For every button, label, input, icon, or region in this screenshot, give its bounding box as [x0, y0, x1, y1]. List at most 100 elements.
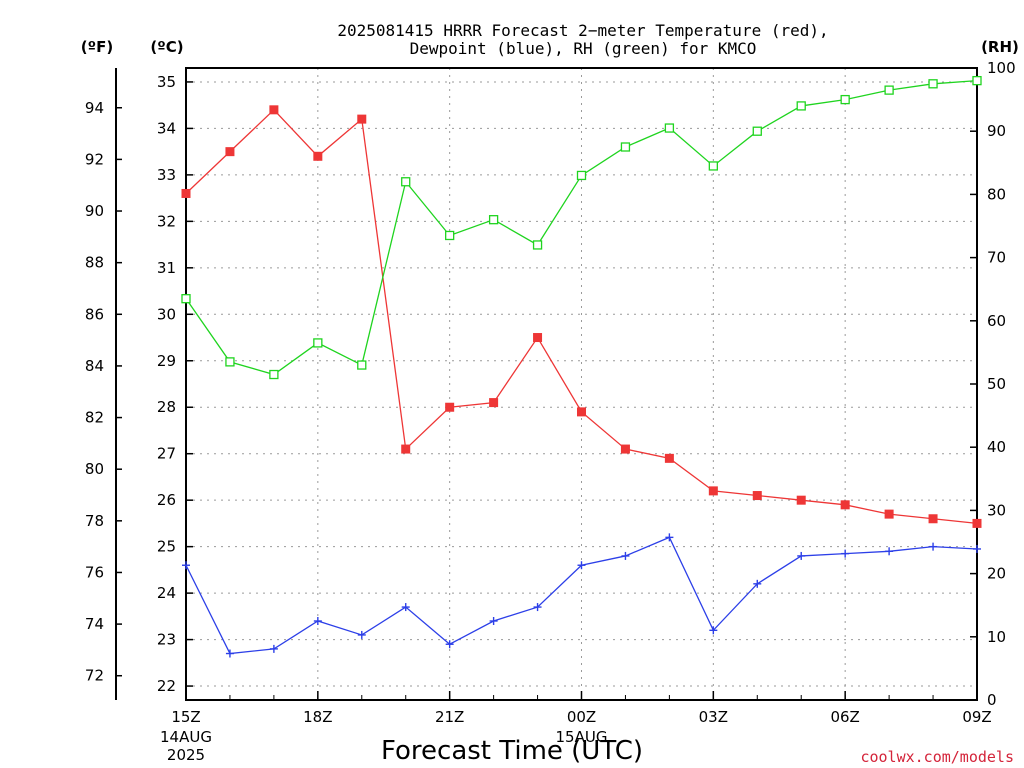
- fahrenheit-tick-label: 72: [85, 667, 104, 685]
- dewpoint-point: [753, 579, 762, 588]
- dewpoint-point: [665, 533, 674, 542]
- dewpoint-point: [182, 561, 190, 570]
- x-tick-label: 15Z: [171, 708, 200, 726]
- rh-point: [752, 126, 762, 136]
- dewpoint-point: [401, 603, 410, 612]
- temperature-point: [884, 509, 894, 519]
- rh-unit-label: (RH): [981, 38, 1019, 56]
- x-tick-sublabel: 14AUG: [160, 728, 212, 746]
- dewpoint-point: [577, 561, 586, 570]
- credit-text: coolwx.com/models: [860, 748, 1014, 766]
- x-tick-label: 06Z: [830, 708, 859, 726]
- dewpoint-point: [621, 551, 630, 560]
- rh-tick-label: 100: [987, 59, 1016, 77]
- temperature-point: [664, 453, 674, 463]
- series-layer: [181, 75, 982, 658]
- celsius-tick-label: 22: [157, 677, 176, 695]
- dewpoint-point: [533, 603, 542, 612]
- rh-point: [532, 240, 543, 250]
- celsius-tick-label: 23: [157, 631, 176, 649]
- rh-point: [884, 85, 894, 95]
- dewpoint-point: [225, 649, 234, 658]
- dewpoint-point: [445, 640, 454, 649]
- celsius-tick-label: 32: [157, 212, 176, 230]
- grid-lines: [185, 68, 978, 700]
- rh-point: [708, 161, 718, 171]
- dewpoint-point: [357, 630, 366, 639]
- x-tick-sublabel: 15AUG: [556, 728, 608, 746]
- fahrenheit-tick-label: 80: [85, 460, 104, 478]
- rh-point: [488, 215, 499, 225]
- chart-title-line1: 2025081415 HRRR Forecast 2−meter Tempera…: [337, 21, 828, 40]
- fahrenheit-tick-label: 94: [85, 99, 104, 117]
- celsius-tick-label: 26: [157, 491, 176, 509]
- temperature-point: [357, 114, 367, 124]
- temperature-point: [620, 444, 630, 454]
- rh-point: [664, 123, 675, 133]
- celsius-tick-label: 25: [157, 538, 176, 556]
- dewpoint-point: [973, 544, 981, 553]
- fahrenheit-tick-label: 84: [85, 357, 104, 375]
- temperature-point: [972, 518, 982, 528]
- fahrenheit-tick-label: 86: [85, 305, 104, 323]
- temperature-point: [225, 147, 235, 157]
- dewpoint-point: [797, 551, 806, 560]
- rh-point: [445, 230, 455, 241]
- rh-point: [357, 360, 367, 370]
- x-tick-label: 21Z: [435, 708, 464, 726]
- fahrenheit-tick-label: 74: [85, 615, 104, 633]
- celsius-tick-label: 33: [157, 166, 176, 184]
- temperature-point: [708, 486, 718, 496]
- temperature-point: [269, 105, 279, 115]
- rh-tick-label: 50: [987, 375, 1006, 393]
- x-tick-label: 18Z: [303, 708, 332, 726]
- rh-tick-label: 80: [987, 185, 1006, 203]
- fahrenheit-tick-label: 78: [85, 512, 104, 530]
- rh-tick-label: 0: [987, 691, 997, 709]
- temperature-point: [313, 151, 323, 161]
- rh-point: [928, 79, 938, 89]
- rh-point: [225, 357, 235, 367]
- temperature-point: [752, 491, 762, 501]
- rh-point: [181, 294, 191, 304]
- temperature-point: [533, 333, 543, 343]
- temperature-point: [489, 398, 499, 408]
- celsius-tick-label: 24: [157, 584, 176, 602]
- celsius-tick-label: 35: [157, 73, 176, 91]
- rh-tick-label: 90: [987, 122, 1006, 140]
- temperature-point: [445, 402, 455, 412]
- rh-tick-label: 30: [987, 501, 1006, 519]
- dewpoint-point: [313, 617, 322, 625]
- celsius-tick-label: 31: [157, 259, 176, 277]
- fahrenheit-tick-label: 82: [85, 409, 104, 427]
- temperature-point: [401, 444, 411, 454]
- dewpoint-point: [929, 542, 938, 551]
- dewpoint-point: [489, 617, 498, 625]
- rh-tick-label: 40: [987, 438, 1006, 456]
- rh-point: [401, 177, 411, 187]
- temperature-point: [181, 188, 191, 198]
- x-tick-sublabel: 2025: [167, 746, 205, 764]
- axes: 72 74 76 78 80 82 84 86 88 90 92 94 22 23 24 25 26 27 28 29…: [85, 59, 1016, 764]
- rh-point: [840, 94, 850, 105]
- x-tick-label: 09Z: [962, 708, 991, 726]
- celsius-unit-label: (ºC): [150, 38, 183, 56]
- fahrenheit-tick-label: 92: [85, 150, 104, 168]
- rh-point: [972, 75, 982, 86]
- x-tick-label: 00Z: [567, 708, 596, 726]
- fahrenheit-unit-label: (ºF): [81, 38, 113, 56]
- temperature-point: [928, 514, 938, 524]
- rh-tick-label: 70: [987, 249, 1006, 267]
- rh-point: [620, 142, 631, 152]
- temperature-point: [577, 407, 586, 417]
- rh-point: [576, 170, 587, 181]
- x-axis-label: Forecast Time (UTC): [381, 736, 643, 766]
- celsius-tick-label: 27: [157, 445, 176, 463]
- dewpoint-point: [885, 547, 894, 556]
- dewpoint-point: [841, 549, 850, 558]
- rh-tick-label: 60: [987, 312, 1006, 330]
- chart-title-line2: Dewpoint (blue), RH (green) for KMCO: [410, 39, 757, 58]
- fahrenheit-tick-label: 76: [85, 563, 104, 581]
- x-tick-label: 03Z: [699, 708, 728, 726]
